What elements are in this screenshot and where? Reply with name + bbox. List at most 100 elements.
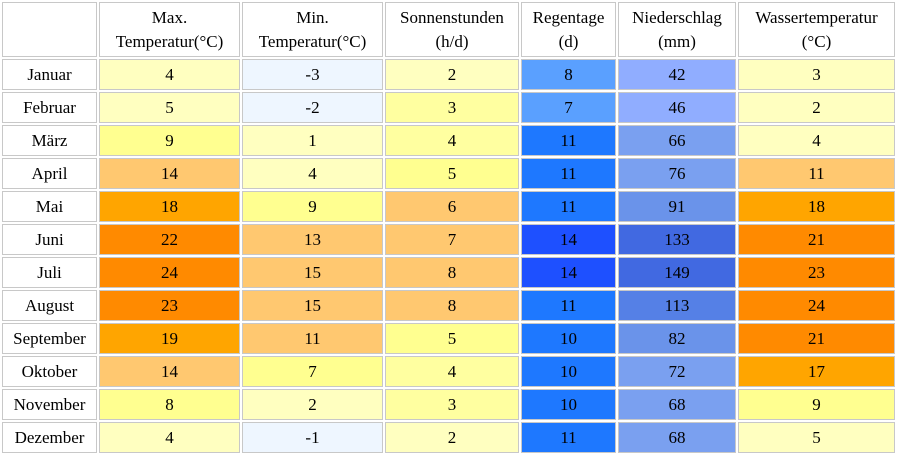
header-line1: Min. <box>296 7 329 27</box>
sunshine-hours-cell: 3 <box>385 389 519 420</box>
table-row: Februar 5 -2 3 7 46 2 <box>2 92 895 123</box>
water-temperature-cell: 21 <box>738 224 895 255</box>
header-line2: (h/d) <box>435 31 469 51</box>
min-temperature-cell: 13 <box>242 224 383 255</box>
rain-days-cell: 11 <box>521 422 616 453</box>
precipitation-cell: 72 <box>618 356 736 387</box>
table-row: Januar 4 -3 2 8 42 3 <box>2 59 895 90</box>
table-row: Dezember 4 -1 2 11 68 5 <box>2 422 895 453</box>
sunshine-hours-cell: 3 <box>385 92 519 123</box>
rain-days-cell: 14 <box>521 224 616 255</box>
max-temperature-cell: 5 <box>99 92 240 123</box>
header-line1: Max. <box>151 7 188 27</box>
rain-days-cell: 10 <box>521 389 616 420</box>
month-cell: Juli <box>2 257 97 288</box>
table-body: Januar 4 -3 2 8 42 3 Februar 5 -2 3 7 46 2 März 9 1 4 11 66… <box>2 59 895 453</box>
max-temperature-cell: 4 <box>99 59 240 90</box>
month-cell: Juni <box>2 224 97 255</box>
header-corner-cell <box>2 2 97 57</box>
table-row: September 19 11 5 10 82 21 <box>2 323 895 354</box>
rain-days-cell: 11 <box>521 191 616 222</box>
rain-days-cell: 10 <box>521 323 616 354</box>
header-line2: (mm) <box>658 31 696 51</box>
month-cell: Dezember <box>2 422 97 453</box>
header-max-temperature: Max. Temperatur(°C) <box>99 2 240 57</box>
table-row: Oktober 14 7 4 10 72 17 <box>2 356 895 387</box>
table-row: Juni 22 13 7 14 133 21 <box>2 224 895 255</box>
water-temperature-cell: 24 <box>738 290 895 321</box>
rain-days-cell: 11 <box>521 158 616 189</box>
precipitation-cell: 149 <box>618 257 736 288</box>
month-cell: Februar <box>2 92 97 123</box>
min-temperature-cell: 15 <box>242 290 383 321</box>
water-temperature-cell: 2 <box>738 92 895 123</box>
precipitation-cell: 42 <box>618 59 736 90</box>
precipitation-cell: 68 <box>618 389 736 420</box>
min-temperature-cell: 1 <box>242 125 383 156</box>
sunshine-hours-cell: 8 <box>385 290 519 321</box>
table-row: November 8 2 3 10 68 9 <box>2 389 895 420</box>
rain-days-cell: 11 <box>521 290 616 321</box>
header-line1: Niederschlag <box>632 7 722 27</box>
header-line2: (d) <box>558 31 579 51</box>
water-temperature-cell: 21 <box>738 323 895 354</box>
min-temperature-cell: 9 <box>242 191 383 222</box>
rain-days-cell: 7 <box>521 92 616 123</box>
month-cell: April <box>2 158 97 189</box>
water-temperature-cell: 17 <box>738 356 895 387</box>
water-temperature-cell: 4 <box>738 125 895 156</box>
max-temperature-cell: 9 <box>99 125 240 156</box>
table-row: April 14 4 5 11 76 11 <box>2 158 895 189</box>
month-cell: September <box>2 323 97 354</box>
precipitation-cell: 68 <box>618 422 736 453</box>
header-line2: (°C) <box>801 31 832 51</box>
min-temperature-cell: 2 <box>242 389 383 420</box>
max-temperature-cell: 14 <box>99 356 240 387</box>
rain-days-cell: 14 <box>521 257 616 288</box>
table-row: Juli 24 15 8 14 149 23 <box>2 257 895 288</box>
month-cell: Oktober <box>2 356 97 387</box>
table-row: August 23 15 8 11 113 24 <box>2 290 895 321</box>
max-temperature-cell: 4 <box>99 422 240 453</box>
header-line1: Sonnenstunden <box>400 7 504 27</box>
water-temperature-cell: 3 <box>738 59 895 90</box>
table-row: März 9 1 4 11 66 4 <box>2 125 895 156</box>
sunshine-hours-cell: 2 <box>385 422 519 453</box>
sunshine-hours-cell: 5 <box>385 323 519 354</box>
min-temperature-cell: 15 <box>242 257 383 288</box>
sunshine-hours-cell: 5 <box>385 158 519 189</box>
header-line2: Temperatur(°C) <box>115 31 224 51</box>
precipitation-cell: 133 <box>618 224 736 255</box>
max-temperature-cell: 19 <box>99 323 240 354</box>
min-temperature-cell: 4 <box>242 158 383 189</box>
precipitation-cell: 76 <box>618 158 736 189</box>
water-temperature-cell: 18 <box>738 191 895 222</box>
min-temperature-cell: -2 <box>242 92 383 123</box>
max-temperature-cell: 8 <box>99 389 240 420</box>
precipitation-cell: 82 <box>618 323 736 354</box>
sunshine-hours-cell: 4 <box>385 356 519 387</box>
min-temperature-cell: 7 <box>242 356 383 387</box>
max-temperature-cell: 23 <box>99 290 240 321</box>
header-line2: Temperatur(°C) <box>258 31 367 51</box>
sunshine-hours-cell: 8 <box>385 257 519 288</box>
water-temperature-cell: 5 <box>738 422 895 453</box>
rain-days-cell: 10 <box>521 356 616 387</box>
header-line1: Wassertemperatur <box>755 7 878 27</box>
header-line1: Regentage <box>532 7 605 27</box>
precipitation-cell: 46 <box>618 92 736 123</box>
max-temperature-cell: 14 <box>99 158 240 189</box>
sunshine-hours-cell: 2 <box>385 59 519 90</box>
min-temperature-cell: -3 <box>242 59 383 90</box>
sunshine-hours-cell: 6 <box>385 191 519 222</box>
sunshine-hours-cell: 7 <box>385 224 519 255</box>
precipitation-cell: 113 <box>618 290 736 321</box>
table-row: Mai 18 9 6 11 91 18 <box>2 191 895 222</box>
rain-days-cell: 11 <box>521 125 616 156</box>
water-temperature-cell: 11 <box>738 158 895 189</box>
month-cell: Mai <box>2 191 97 222</box>
water-temperature-cell: 9 <box>738 389 895 420</box>
min-temperature-cell: 11 <box>242 323 383 354</box>
min-temperature-cell: -1 <box>242 422 383 453</box>
